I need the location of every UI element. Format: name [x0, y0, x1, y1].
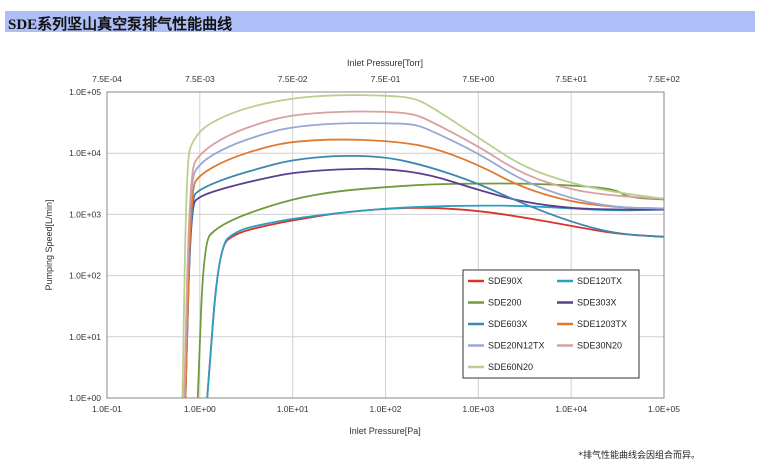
y-tick-label: 1.0E+05	[69, 87, 101, 97]
y-tick-label: 1.0E+04	[69, 148, 101, 158]
page-title: SDE系列坚山真空泵排气性能曲线	[8, 17, 233, 33]
plot-frame	[106, 91, 665, 399]
x2-axis-label: Inlet Pressure[Torr]	[347, 58, 423, 68]
series-line-sde60n20	[181, 94, 664, 398]
x2-tick-label: 7.5E-02	[278, 74, 308, 84]
x-tick-label: 1.0E+01	[277, 404, 309, 414]
x-tick-label: 1.0E-01	[92, 404, 122, 414]
legend-label-sde200: SDE200	[488, 298, 522, 308]
x-tick-label: 1.0E+03	[462, 404, 494, 414]
legend-box	[462, 269, 640, 379]
legend-label-sde120tx: SDE120TX	[577, 276, 622, 286]
x2-tick-label: 7.5E-03	[185, 74, 215, 84]
x-tick-label: 1.0E+04	[555, 404, 587, 414]
legend-label-sde90x: SDE90X	[488, 276, 523, 286]
series-line-sde603x	[184, 154, 664, 398]
legend: SDE90X SDE120TX SDE200 SDE303X SDE603X SDE120…	[462, 269, 640, 379]
legend-label-sde60n20: SDE60N20	[488, 362, 533, 372]
y-tick-label: 1.0E+03	[69, 209, 101, 219]
legend-label-sde30n20: SDE30N20	[577, 341, 622, 351]
series-line-sde1203tx	[184, 138, 664, 398]
x2-axis-ticks: 7.5E-04 7.5E-03 7.5E-02 7.5E-01 7.5E+00 7.5E+…	[92, 74, 680, 84]
y-tick-label: 1.0E+01	[69, 332, 101, 342]
series-line-sde303x	[184, 167, 664, 398]
legend-label-sde603x: SDE603X	[488, 319, 528, 329]
x2-tick-label: 7.5E+02	[648, 74, 680, 84]
y-tick-label: 1.0E+00	[69, 393, 101, 403]
footnote: *排气性能曲线会因组合而异。	[578, 451, 700, 461]
x-axis-label: Inlet Pressure[Pa]	[349, 426, 421, 436]
title-bar: SDE系列坚山真空泵排气性能曲线	[5, 11, 755, 33]
series-line-sde30n20	[183, 110, 664, 398]
y-axis-ticks: 1.0E+00 1.0E+01 1.0E+02 1.0E+03 1.0E+04 1.0E+…	[69, 87, 101, 403]
y-axis-label: Pumping Speed[L/min]	[44, 199, 54, 290]
x-tick-label: 1.0E+05	[648, 404, 680, 414]
legend-label-sde303x: SDE303X	[577, 298, 617, 308]
series-line-sde200	[196, 182, 664, 398]
x-axis-ticks: 1.0E-01 1.0E+00 1.0E+01 1.0E+02 1.0E+03 1.0E+…	[92, 404, 680, 414]
x-tick-label: 1.0E+02	[370, 404, 402, 414]
x2-tick-label: 7.5E+01	[555, 74, 587, 84]
x2-tick-label: 7.5E-04	[92, 74, 122, 84]
legend-label-sde20n12tx: SDE20N12TX	[488, 341, 545, 351]
x-tick-label: 1.0E+00	[184, 404, 216, 414]
legend-label-sde1203tx: SDE1203TX	[577, 319, 627, 329]
x2-tick-label: 7.5E-01	[371, 74, 401, 84]
x2-tick-label: 7.5E+00	[462, 74, 494, 84]
series-lines	[181, 94, 664, 398]
series-line-sde20n12tx	[183, 122, 664, 398]
y-tick-label: 1.0E+02	[69, 271, 101, 281]
